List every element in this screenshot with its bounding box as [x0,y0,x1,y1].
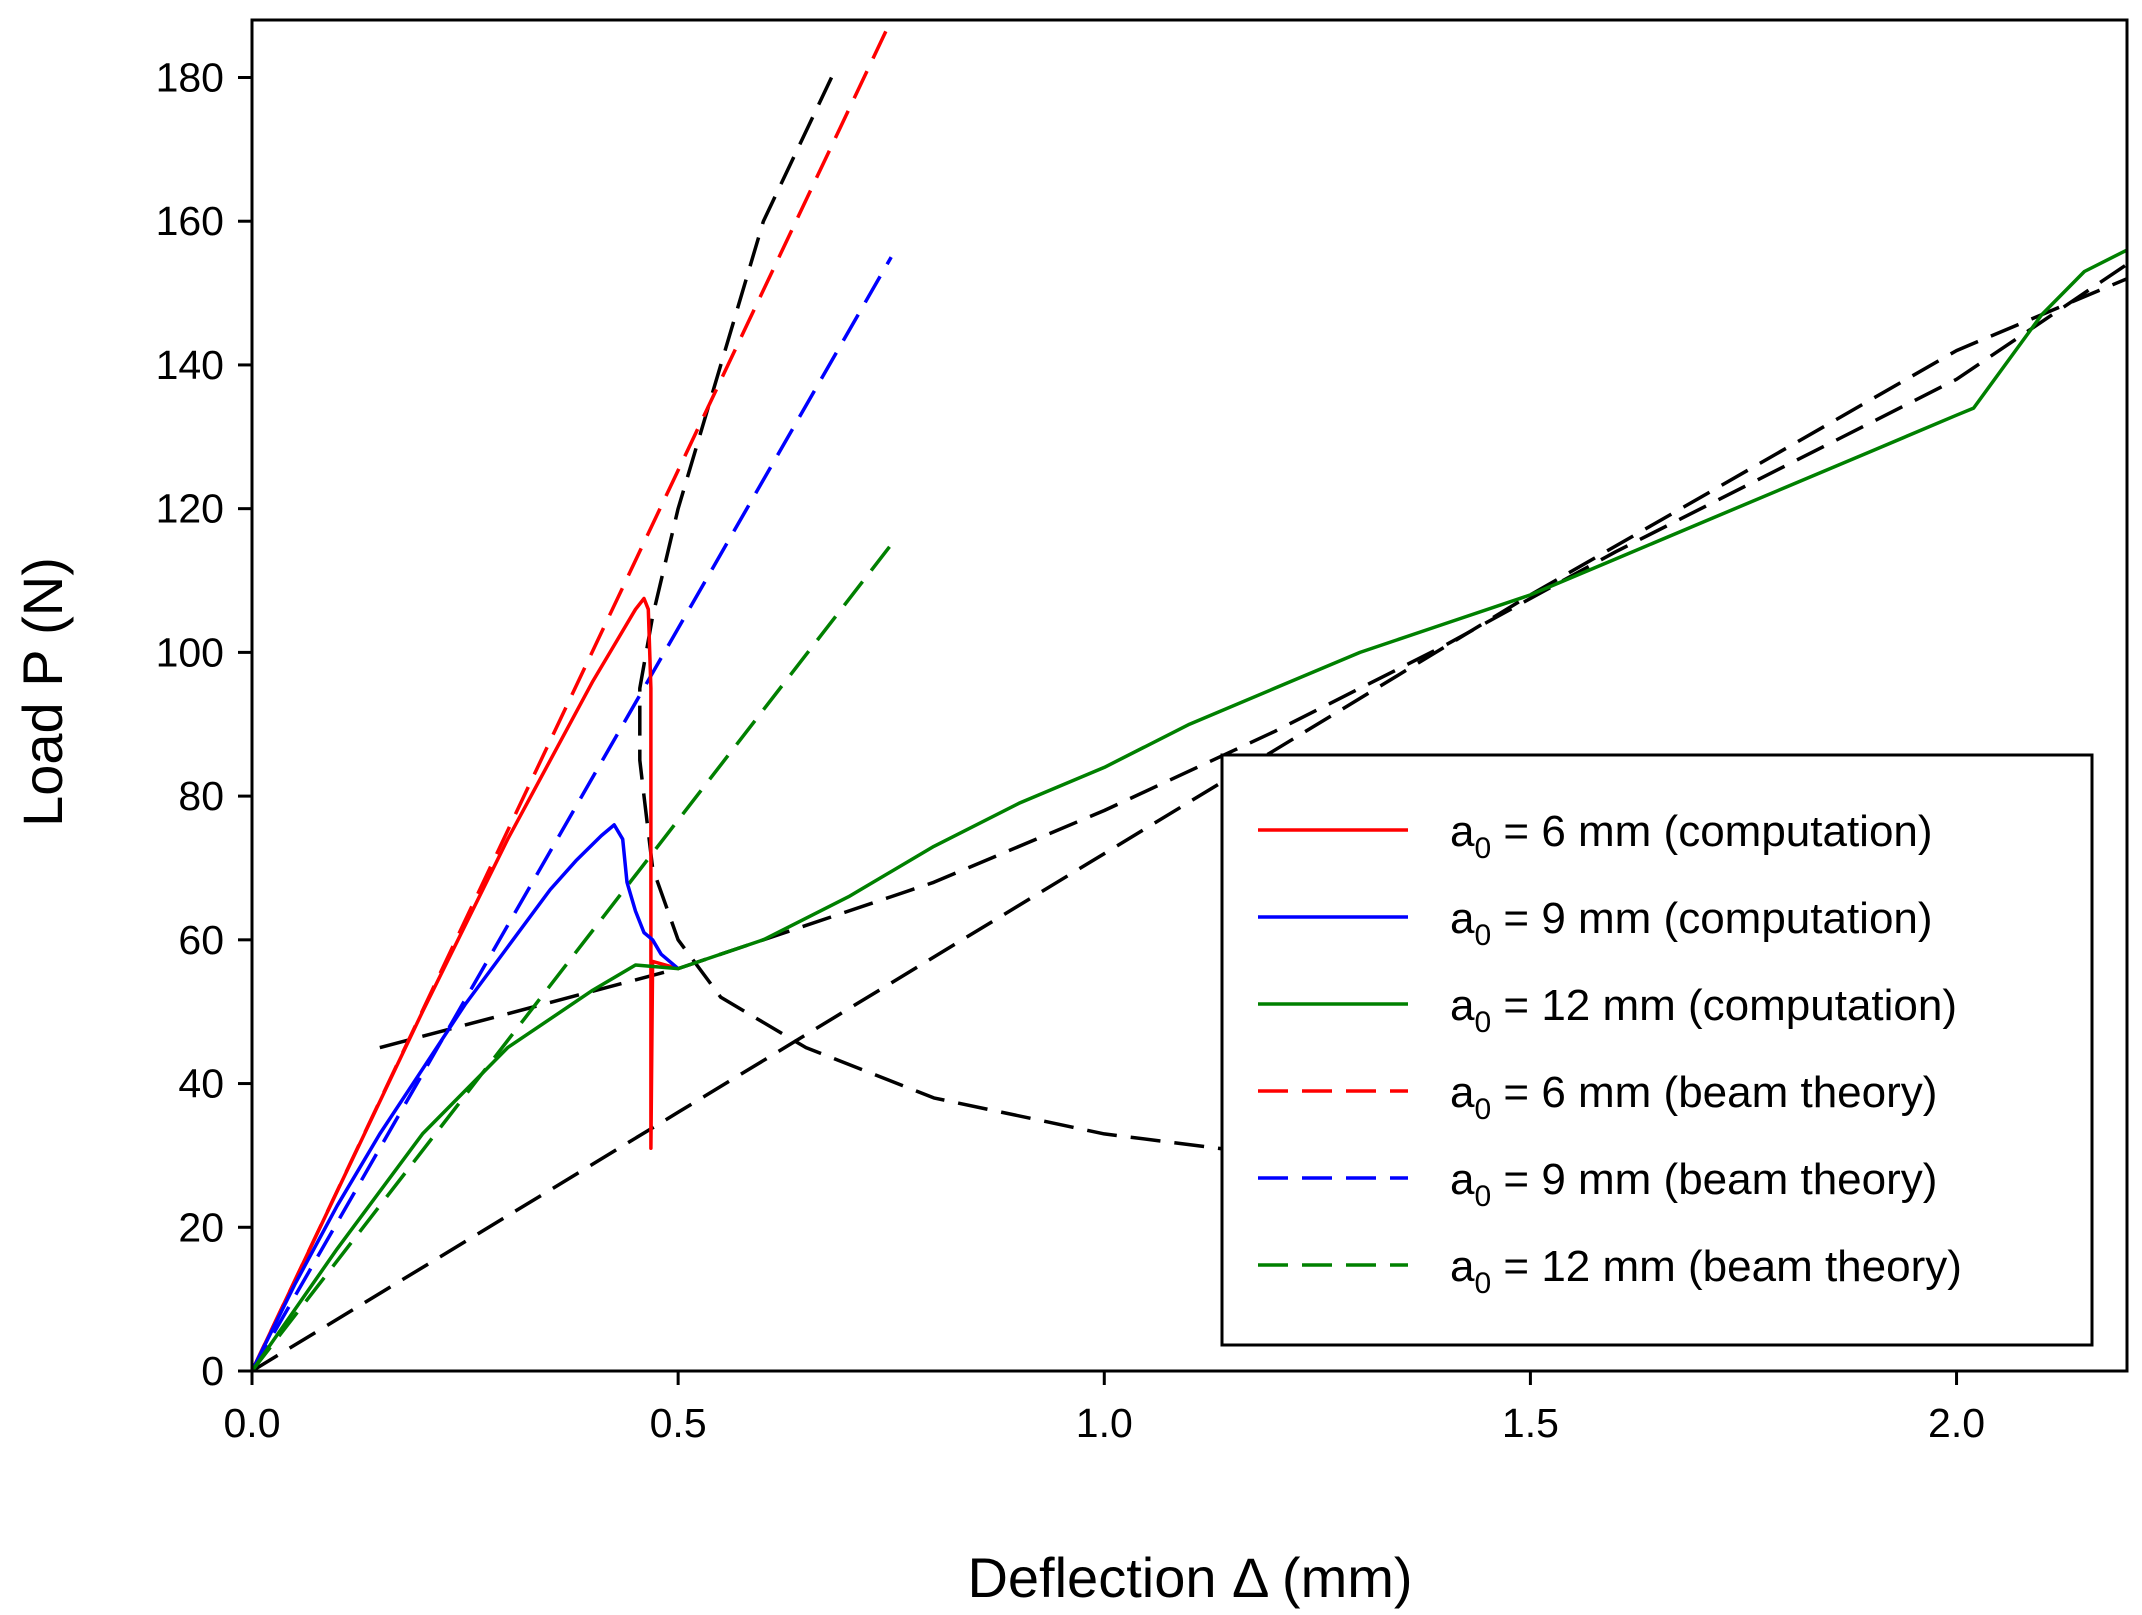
legend-label: a0 = 6 mm (beam theory) [1450,1068,1937,1126]
series-reference-line-1 [379,262,2127,1050]
y-tick-label: 40 [178,1061,224,1107]
x-tick-label: 2.0 [1928,1400,1985,1446]
series-a0-9-mm-computation- [252,823,680,1371]
y-tick-label: 140 [156,342,224,388]
y-tick-label: 80 [178,773,224,819]
legend-label: a0 = 12 mm (beam theory) [1450,1242,1962,1300]
x-axis-title: Deflection Δ (mm) [967,1546,1412,1609]
y-tick-label: 20 [178,1204,224,1250]
y-axis-title: Load P (N) [11,557,74,827]
series-layer [252,20,2127,1371]
y-tick-label: 180 [156,54,224,100]
legend-label: a0 = 6 mm (computation) [1450,807,1933,865]
series-a0-9-mm-beam-theory- [252,256,893,1371]
legend-label: a0 = 12 mm (computation) [1450,981,1957,1039]
y-tick-label: 100 [156,629,224,675]
x-tick-label: 0.5 [650,1400,707,1446]
y-tick-label: 120 [156,486,224,532]
axis-layer: 0.0 0.5 1.0 1.5 2.0 0 20 40 60 80 100 120 140 160 180 [156,18,2129,1446]
legend-label: a0 = 9 mm (beam theory) [1450,1155,1937,1213]
legend-label: a0 = 9 mm (computation) [1450,894,1933,952]
x-tick-label: 1.5 [1502,1400,1559,1446]
series-a0-12-mm-computation- [252,248,2127,1371]
series-reference-line-2 [252,277,2127,1371]
x-tick-label: 1.0 [1076,1400,1133,1446]
y-tick-label: 0 [201,1348,224,1394]
legend-box [1220,753,2094,1347]
x-tick-label: 0.0 [224,1400,281,1446]
series-a0-12-mm-beam-theory- [252,543,893,1371]
y-tick-label: 160 [156,198,224,244]
legend: a0 = 6 mm (computation) a0 = 9 mm (comput… [1220,753,2094,1347]
series-crack-growth-envelope [638,76,1275,1158]
plot-frame [250,18,2129,1373]
series-a0-6-mm-computation- [252,596,679,1371]
y-tick-label: 60 [178,917,224,963]
